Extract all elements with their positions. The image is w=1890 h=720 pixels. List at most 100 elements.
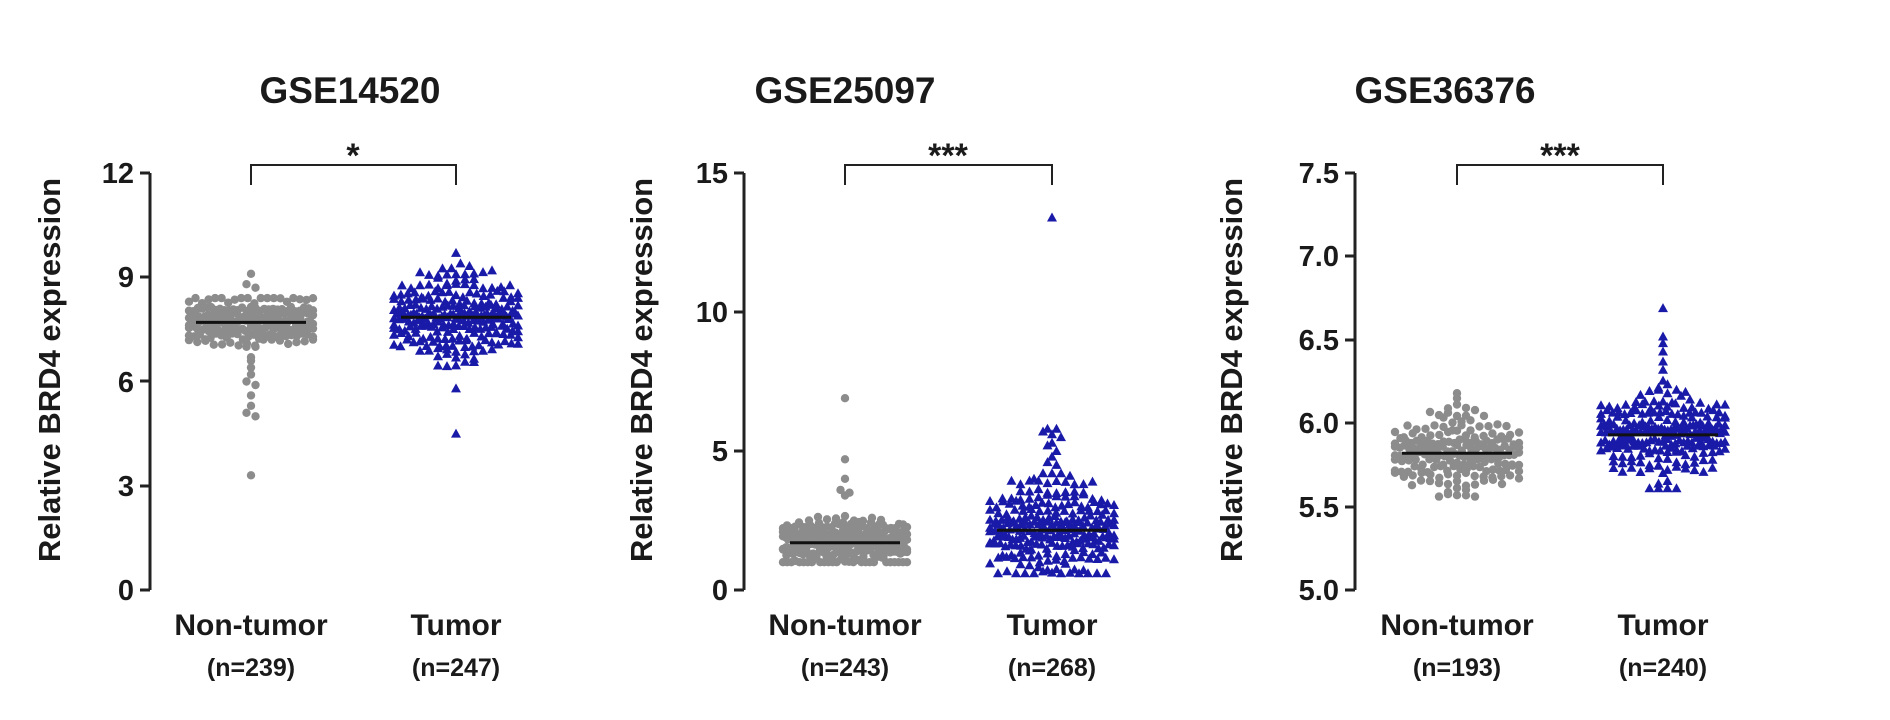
data-point-tumor (402, 334, 413, 344)
data-point-tumor (1050, 511, 1060, 520)
data-point-non-tumor (1430, 421, 1439, 430)
data-point-tumor (448, 318, 459, 328)
data-point-tumor (1600, 435, 1611, 445)
panel-gse25097: GSE25097 Relative BRD4 expression 0 5 10… (624, 70, 1119, 682)
data-point-tumor (415, 336, 426, 346)
data-point-tumor (424, 345, 434, 355)
data-point-non-tumor (840, 511, 850, 521)
data-point-tumor (1653, 483, 1664, 493)
data-point-tumor (1662, 447, 1673, 456)
y-tick-label: 6 (118, 367, 134, 399)
data-point-tumor (1720, 420, 1730, 430)
data-point-non-tumor (243, 293, 252, 303)
data-point-tumor (1662, 388, 1673, 398)
x-count-non-tumor: (n=239) (207, 654, 295, 682)
data-point-non-tumor (256, 293, 265, 303)
data-point-non-tumor (246, 269, 256, 278)
data-point-non-tumor (1411, 455, 1420, 464)
data-point-tumor (458, 315, 469, 325)
data-point-tumor (1649, 396, 1659, 406)
data-point-tumor (1015, 486, 1026, 496)
data-point-non-tumor (289, 293, 298, 303)
data-point-non-tumor (1416, 476, 1426, 485)
data-point-tumor (1658, 346, 1668, 356)
data-point-tumor (432, 326, 443, 336)
y-tick-labels: 0 3 6 9 12 (102, 158, 134, 607)
data-point-tumor (447, 295, 458, 305)
data-point-tumor (451, 346, 461, 356)
data-point-tumor (1051, 564, 1062, 574)
data-point-tumor (1720, 399, 1730, 409)
data-point-tumor (469, 280, 479, 290)
data-point-tumor (1056, 432, 1066, 442)
data-point-tumor (1626, 462, 1637, 472)
data-point-tumor (1596, 413, 1606, 423)
data-point-tumor (1011, 495, 1022, 505)
data-point-tumor (1015, 479, 1026, 489)
tumor-points (1596, 303, 1730, 493)
y-tick-labels: 0 5 10 15 (696, 158, 728, 607)
data-point-tumor (1100, 552, 1111, 562)
data-point-tumor (1612, 443, 1623, 452)
data-point-tumor (1109, 533, 1119, 543)
data-point-tumor (1655, 445, 1666, 455)
data-point-tumor (447, 340, 458, 350)
data-point-tumor (1024, 493, 1035, 503)
data-point-non-tumor (1475, 422, 1484, 431)
data-point-tumor (451, 428, 461, 438)
data-point-tumor (430, 286, 441, 296)
y-tick-label: 10 (696, 297, 728, 329)
data-point-tumor (1623, 443, 1633, 453)
data-point-tumor (991, 502, 1002, 512)
data-point-tumor (426, 321, 437, 331)
significance-marker: * (346, 137, 360, 175)
data-point-tumor (1653, 412, 1664, 421)
data-point-tumor (1612, 411, 1623, 421)
data-point-non-tumor (840, 491, 850, 500)
data-point-non-tumor (267, 335, 276, 344)
data-point-non-tumor (1417, 468, 1426, 477)
y-axis-label: Relative BRD4 expression (1214, 178, 1249, 562)
data-point-tumor (1088, 539, 1099, 549)
data-point-tumor (424, 269, 434, 279)
data-point-tumor (1042, 548, 1053, 558)
data-point-non-tumor (1469, 462, 1478, 471)
data-point-non-tumor (292, 338, 301, 347)
chart-title: GSE36376 (1354, 70, 1535, 111)
data-point-tumor (1653, 400, 1664, 410)
data-point-tumor (1658, 303, 1668, 313)
data-point-tumor (442, 348, 452, 358)
data-point-non-tumor (1502, 421, 1511, 431)
data-point-tumor (502, 323, 513, 333)
data-point-tumor (1017, 500, 1028, 510)
data-point-tumor (499, 286, 510, 296)
data-point-tumor (418, 293, 429, 303)
data-point-tumor (1658, 364, 1668, 374)
data-point-tumor (389, 339, 399, 349)
data-point-tumor (446, 263, 457, 273)
data-point-tumor (513, 300, 523, 310)
data-point-tumor (1033, 562, 1044, 572)
data-point-non-tumor (1497, 472, 1506, 481)
data-point-tumor (451, 383, 461, 393)
data-point-tumor (433, 360, 443, 370)
data-point-non-tumor (308, 324, 318, 333)
data-point-tumor (1060, 491, 1071, 501)
data-point-tumor (1078, 543, 1088, 553)
data-point-tumor (1060, 558, 1071, 568)
data-point-non-tumor (1434, 492, 1444, 501)
data-point-non-tumor (1390, 455, 1400, 464)
x-label-non-tumor: Non-tumor (1380, 609, 1534, 642)
data-point-tumor (498, 329, 509, 338)
data-point-non-tumor (1470, 471, 1479, 481)
data-point-tumor (1635, 467, 1646, 476)
data-point-tumor (1680, 450, 1691, 460)
data-point-non-tumor (242, 377, 251, 386)
data-point-tumor (1051, 459, 1062, 469)
data-point-tumor (1042, 489, 1053, 499)
data-point-tumor (402, 288, 413, 298)
data-point-tumor (1695, 397, 1706, 407)
y-tick-label: 0 (712, 575, 728, 607)
y-tick-label: 5.0 (1299, 575, 1339, 607)
data-point-non-tumor (269, 293, 278, 303)
